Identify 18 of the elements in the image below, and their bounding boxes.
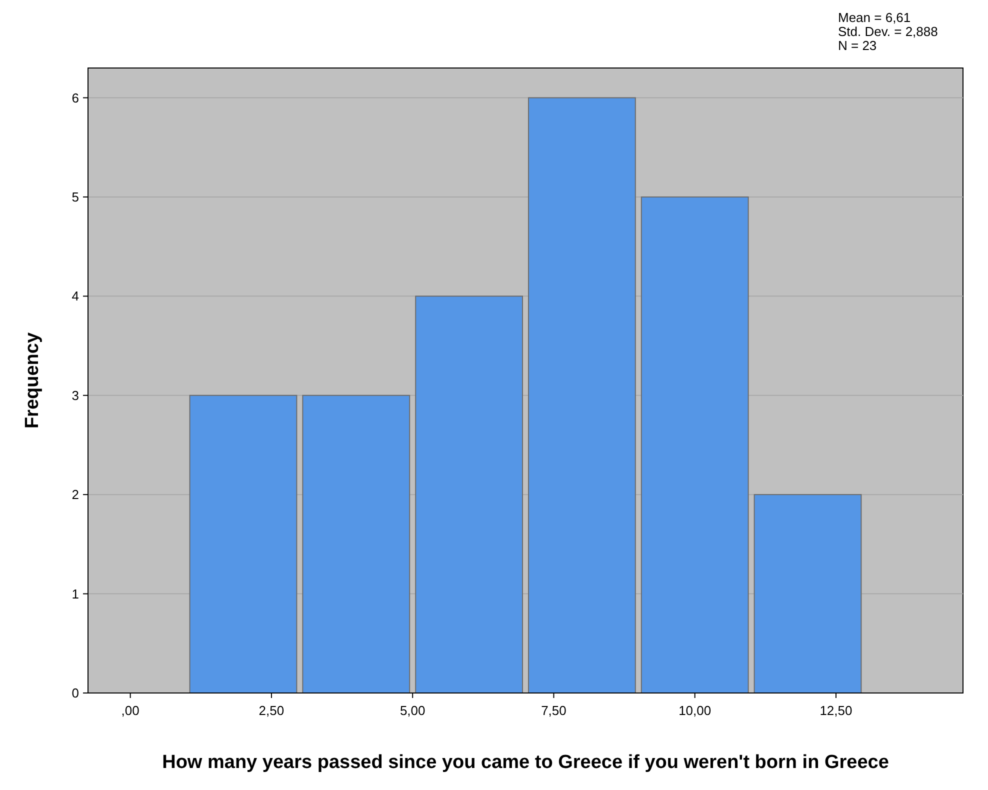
y-tick-label: 2 [72, 487, 79, 502]
x-tick-label: 5,00 [400, 703, 426, 718]
y-tick-label: 6 [72, 90, 79, 106]
y-tick-label: 0 [72, 686, 79, 701]
y-tick-label: 1 [72, 586, 79, 602]
x-axis-title: How many years passed since you came to Greece if you weren't born in Greece [162, 752, 889, 773]
x-tick-label: ,00 [121, 703, 140, 718]
text: N = 23 [838, 38, 877, 53]
y-tick-label: 4 [72, 288, 79, 304]
y-axis-title: Frequency [22, 332, 43, 429]
x-tick-label: 2,50 [258, 703, 284, 718]
x-tick-label: 12,50 [820, 703, 852, 718]
text: Mean = 6,61 [838, 10, 911, 25]
x-tick-label: 7,50 [541, 703, 566, 718]
text: Std. Dev. = 2,888 [838, 24, 938, 39]
y-tick-label: 5 [72, 190, 79, 205]
x-tick-label: 10,00 [678, 703, 712, 718]
y-tick-label: 3 [72, 388, 79, 403]
